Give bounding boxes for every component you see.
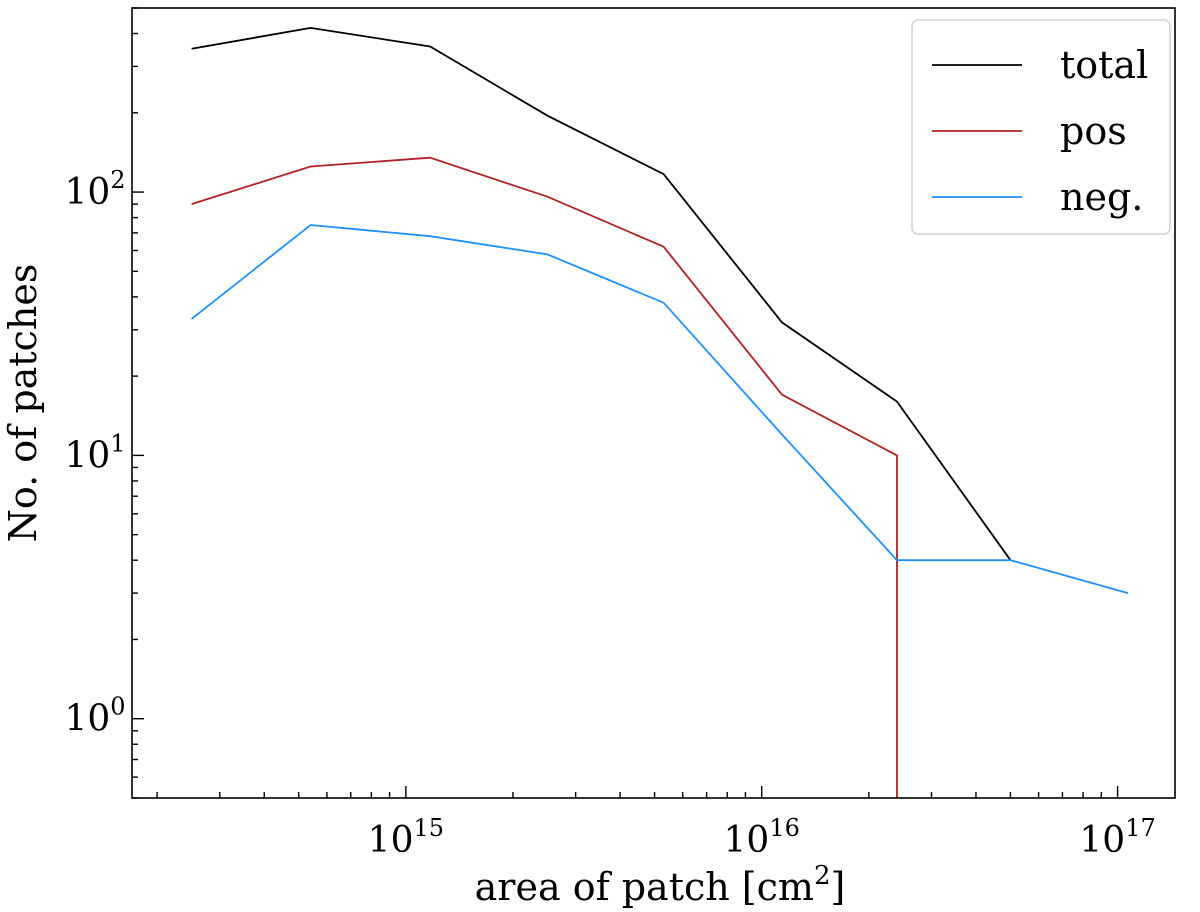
legend: total pos neg. <box>911 19 1171 235</box>
y-tick-label-base: 10 <box>64 435 110 476</box>
y-tick-label: 102 <box>64 166 125 213</box>
x-tick-label-base: 10 <box>368 820 414 861</box>
ticks-layer <box>132 7 1119 799</box>
x-tick-label-exponent: 15 <box>413 814 444 842</box>
legend-label-total: total <box>1060 43 1148 87</box>
x-axis-label-close: ] <box>831 865 846 909</box>
y-tick-label-exponent: 2 <box>110 166 125 194</box>
series-layer <box>191 26 1129 798</box>
legend-box <box>911 19 1171 235</box>
series-line-pos <box>191 156 898 798</box>
x-tick-label-exponent: 16 <box>769 814 800 842</box>
y-tick-label-base: 10 <box>64 172 110 213</box>
x-tick-label: 1016 <box>724 814 800 861</box>
x-axis-label: area of patch [cm2] <box>475 861 846 909</box>
legend-label-pos: pos <box>1060 109 1127 153</box>
x-tick-label-exponent: 17 <box>1125 814 1156 842</box>
series-line-total <box>191 26 1012 561</box>
x-tick-label: 1015 <box>368 814 444 861</box>
plot-frame <box>131 7 1176 799</box>
x-axis-label-superscript: 2 <box>814 861 831 891</box>
series-line-neg <box>191 224 1129 594</box>
y-tick-label-base: 10 <box>64 699 110 740</box>
y-axis-label: No. of patches <box>1 264 45 543</box>
y-tick-label-exponent: 0 <box>110 693 125 721</box>
y-tick-label-exponent: 1 <box>110 429 125 457</box>
legend-label-neg: neg. <box>1060 175 1143 219</box>
x-tick-label-base: 10 <box>724 820 770 861</box>
y-tick-label: 100 <box>64 693 125 740</box>
legend-entries: total pos neg. <box>932 43 1148 219</box>
y-tick-label: 101 <box>64 429 125 476</box>
x-axis-label-text: area of patch [cm <box>475 865 814 909</box>
x-tick-label: 1017 <box>1079 814 1155 861</box>
x-tick-label-base: 10 <box>1079 820 1125 861</box>
